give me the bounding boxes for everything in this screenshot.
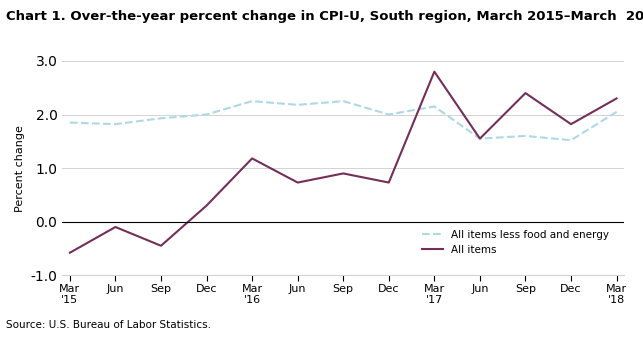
All items less food and energy <box>127 120 134 124</box>
All items less food and energy <box>461 126 469 130</box>
All items <box>583 114 590 118</box>
All items less food and energy <box>567 138 575 142</box>
All items less food and energy <box>400 110 408 114</box>
All items <box>354 175 362 179</box>
All items <box>96 234 104 238</box>
All items <box>218 188 226 192</box>
All items less food and energy <box>142 118 150 122</box>
All items less food and energy <box>476 136 484 141</box>
All items less food and energy <box>294 103 302 107</box>
All items less food and energy <box>203 113 210 117</box>
All items <box>66 251 74 255</box>
All items less food and energy <box>415 107 423 111</box>
All items <box>597 105 605 109</box>
All items <box>567 122 575 126</box>
All items less food and energy <box>552 137 559 141</box>
All items less food and energy <box>583 129 590 133</box>
Y-axis label: Percent change: Percent change <box>15 125 25 212</box>
All items <box>446 92 453 96</box>
All items less food and energy <box>172 115 180 119</box>
All items less food and energy <box>507 135 514 139</box>
All items <box>340 172 347 176</box>
All items <box>264 164 271 168</box>
All items less food and energy <box>340 99 347 103</box>
All items less food and energy <box>446 115 453 119</box>
All items less food and energy <box>597 119 605 123</box>
All items <box>172 230 180 234</box>
All items less food and energy <box>385 113 393 117</box>
All items <box>324 175 332 179</box>
All items <box>248 156 256 160</box>
All items <box>400 144 408 148</box>
All items <box>188 217 195 221</box>
All items <box>461 114 469 118</box>
All items less food and energy <box>309 101 317 105</box>
All items <box>81 242 89 246</box>
All items <box>233 172 240 176</box>
All items <box>521 91 529 95</box>
All items less food and energy <box>81 121 89 125</box>
All items <box>552 112 559 116</box>
All items <box>370 178 377 182</box>
All items less food and energy <box>188 114 195 118</box>
Line: All items less food and energy: All items less food and energy <box>70 101 617 140</box>
All items less food and energy <box>278 101 286 105</box>
All items less food and energy <box>537 135 545 140</box>
All items <box>278 173 286 177</box>
All items less food and energy <box>96 122 104 126</box>
All items less food and energy <box>157 116 165 120</box>
All items <box>309 178 317 182</box>
Line: All items: All items <box>70 72 617 253</box>
Text: Chart 1. Over-the-year percent change in CPI-U, South region, March 2015–March  : Chart 1. Over-the-year percent change in… <box>6 10 643 23</box>
All items <box>431 70 439 74</box>
All items <box>507 106 514 110</box>
All items less food and energy <box>112 122 120 126</box>
All items <box>294 181 302 185</box>
All items less food and energy <box>370 108 377 112</box>
All items <box>537 101 545 105</box>
All items less food and energy <box>264 100 271 104</box>
All items less food and energy <box>354 103 362 108</box>
All items less food and energy <box>66 121 74 125</box>
All items <box>385 181 393 185</box>
All items less food and energy <box>218 108 226 112</box>
All items less food and energy <box>324 100 332 104</box>
Legend: All items less food and energy, All items: All items less food and energy, All item… <box>418 226 613 259</box>
All items less food and energy <box>491 136 499 140</box>
All items less food and energy <box>248 99 256 103</box>
All items <box>127 231 134 235</box>
All items <box>613 96 620 100</box>
All items less food and energy <box>233 103 240 108</box>
All items <box>142 238 150 242</box>
All items less food and energy <box>431 104 439 109</box>
All items <box>203 204 210 208</box>
All items <box>112 225 120 229</box>
All items <box>491 121 499 125</box>
All items <box>476 136 484 141</box>
All items <box>415 106 423 111</box>
Text: Source: U.S. Bureau of Labor Statistics.: Source: U.S. Bureau of Labor Statistics. <box>6 320 212 330</box>
All items <box>157 244 165 248</box>
All items less food and energy <box>613 110 620 114</box>
All items less food and energy <box>521 134 529 138</box>
